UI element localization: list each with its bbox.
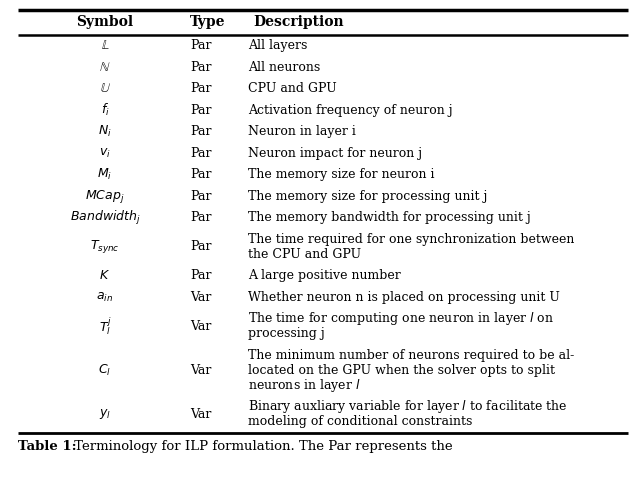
Text: Par: Par bbox=[190, 211, 211, 224]
Text: $C_l$: $C_l$ bbox=[99, 363, 111, 378]
Text: Var: Var bbox=[190, 364, 211, 377]
Text: Par: Par bbox=[190, 240, 211, 253]
Text: $\mathit{MCap}_j$: $\mathit{MCap}_j$ bbox=[85, 188, 125, 205]
Text: Par: Par bbox=[190, 168, 211, 181]
Text: All neurons: All neurons bbox=[248, 61, 320, 74]
Text: $y_l$: $y_l$ bbox=[99, 407, 111, 421]
Text: processing j: processing j bbox=[248, 327, 324, 340]
Text: $\mathit{Bandwidth}_j$: $\mathit{Bandwidth}_j$ bbox=[70, 209, 141, 227]
Text: $T_l^j$: $T_l^j$ bbox=[99, 315, 111, 337]
Text: $N_i$: $N_i$ bbox=[98, 124, 112, 139]
Text: The memory bandwidth for processing unit j: The memory bandwidth for processing unit… bbox=[248, 211, 531, 224]
Text: The minimum number of neurons required to be al-: The minimum number of neurons required t… bbox=[248, 349, 574, 362]
Text: The memory size for neuron i: The memory size for neuron i bbox=[248, 168, 435, 181]
Text: Description: Description bbox=[253, 15, 344, 30]
Text: Table 1:: Table 1: bbox=[18, 440, 77, 453]
Text: modeling of conditional constraints: modeling of conditional constraints bbox=[248, 415, 472, 428]
Text: Activation frequency of neuron j: Activation frequency of neuron j bbox=[248, 104, 452, 117]
Text: Whether neuron n is placed on processing unit U: Whether neuron n is placed on processing… bbox=[248, 291, 560, 304]
Text: Terminology for ILP formulation. The Par represents the: Terminology for ILP formulation. The Par… bbox=[70, 440, 452, 453]
Text: The memory size for processing unit j: The memory size for processing unit j bbox=[248, 190, 488, 203]
Text: Par: Par bbox=[190, 82, 211, 95]
Text: $a_{in}$: $a_{in}$ bbox=[97, 290, 113, 304]
Text: A large positive number: A large positive number bbox=[248, 269, 401, 282]
Text: Var: Var bbox=[190, 291, 211, 304]
Text: neurons in layer $l$: neurons in layer $l$ bbox=[248, 377, 361, 394]
Text: Var: Var bbox=[190, 320, 211, 333]
Text: $T_{sync}$: $T_{sync}$ bbox=[90, 238, 120, 255]
Text: All layers: All layers bbox=[248, 39, 307, 52]
Text: $\mathbb{L}$: $\mathbb{L}$ bbox=[100, 39, 109, 52]
Text: $v_i$: $v_i$ bbox=[99, 147, 111, 160]
Text: Par: Par bbox=[190, 147, 211, 160]
Text: The time for computing one neuron in layer $l$ on: The time for computing one neuron in lay… bbox=[248, 310, 554, 327]
Text: Par: Par bbox=[190, 190, 211, 203]
Text: $\mathbb{N}$: $\mathbb{N}$ bbox=[99, 61, 111, 74]
Text: $M_i$: $M_i$ bbox=[97, 167, 113, 182]
Text: Neuron in layer i: Neuron in layer i bbox=[248, 125, 356, 138]
Text: $K$: $K$ bbox=[99, 269, 111, 282]
Text: the CPU and GPU: the CPU and GPU bbox=[248, 248, 361, 261]
Text: Type: Type bbox=[190, 15, 225, 30]
Text: Symbol: Symbol bbox=[76, 15, 134, 30]
Text: Binary auxliary variable for layer $l$ to facilitate the: Binary auxliary variable for layer $l$ t… bbox=[248, 398, 568, 415]
Text: Par: Par bbox=[190, 39, 211, 52]
Text: $\mathbb{U}$: $\mathbb{U}$ bbox=[100, 82, 111, 95]
Text: Par: Par bbox=[190, 104, 211, 117]
Text: CPU and GPU: CPU and GPU bbox=[248, 82, 337, 95]
Text: Var: Var bbox=[190, 408, 211, 421]
Text: Par: Par bbox=[190, 61, 211, 74]
Text: Par: Par bbox=[190, 125, 211, 138]
Text: $f_i$: $f_i$ bbox=[100, 102, 109, 118]
Text: Par: Par bbox=[190, 269, 211, 282]
Text: The time required for one synchronization between: The time required for one synchronizatio… bbox=[248, 233, 574, 246]
Text: located on the GPU when the solver opts to split: located on the GPU when the solver opts … bbox=[248, 364, 555, 377]
Text: Neuron impact for neuron j: Neuron impact for neuron j bbox=[248, 147, 422, 160]
